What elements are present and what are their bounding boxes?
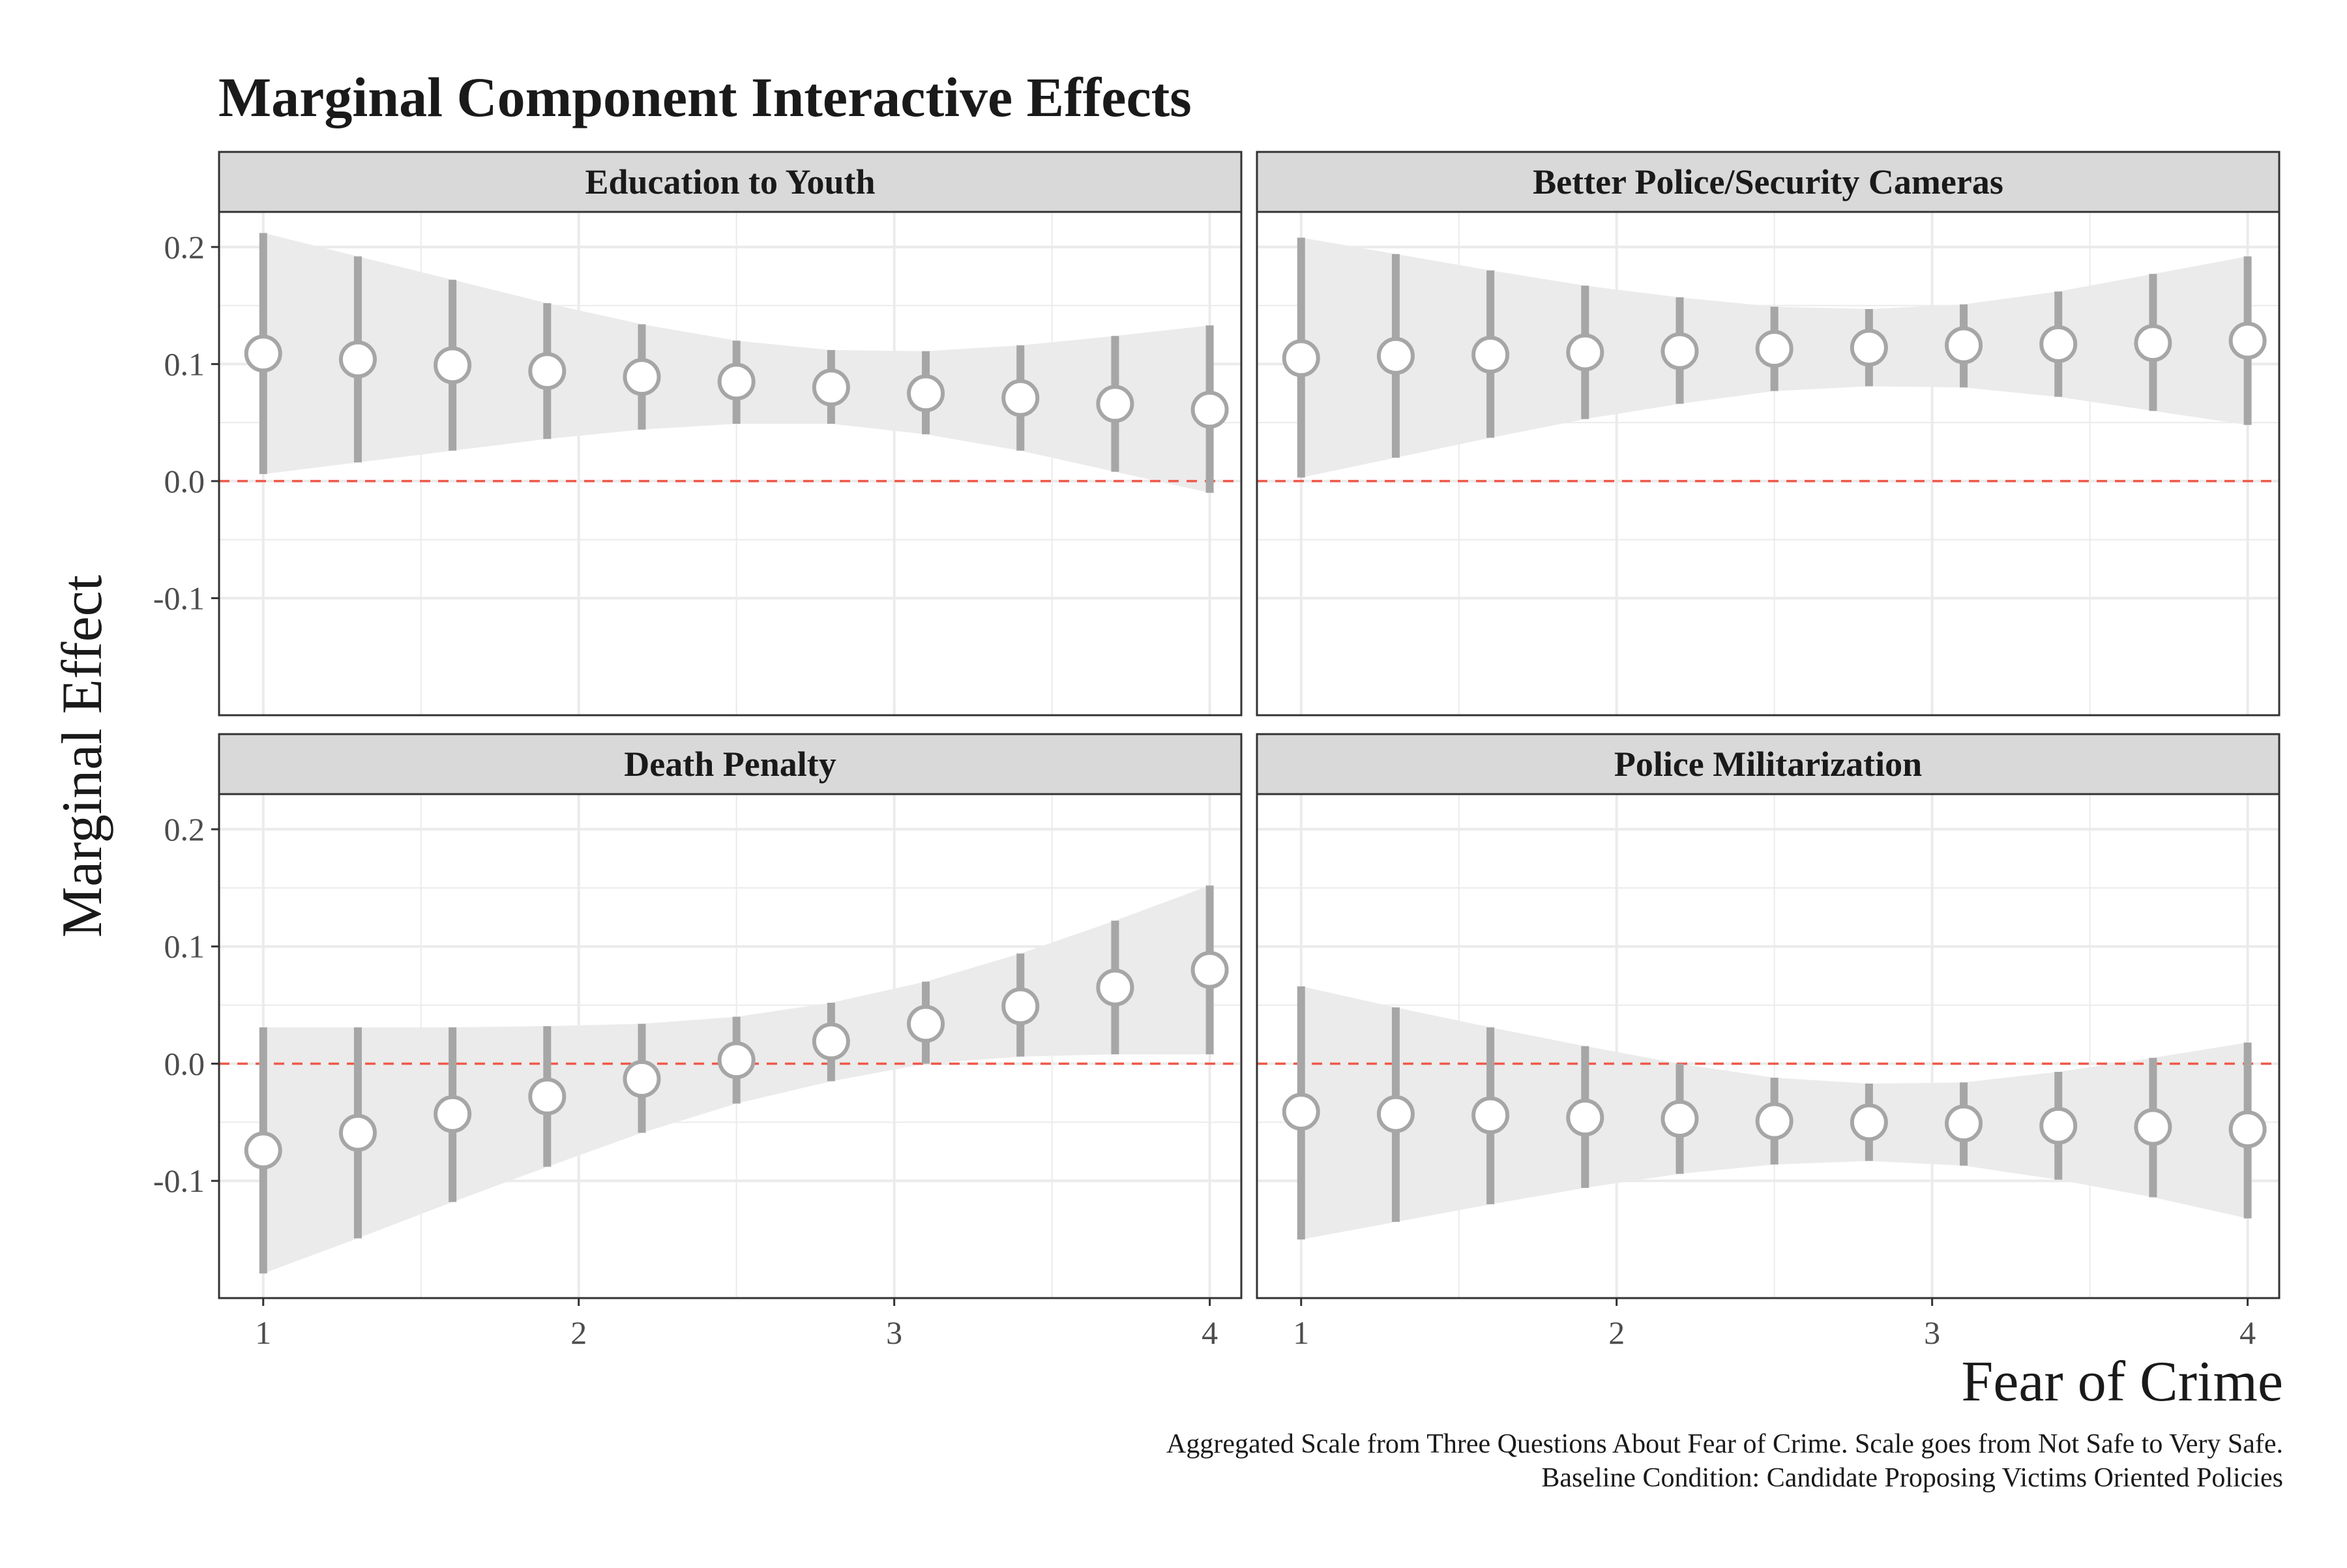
estimate-point [244,334,282,373]
estimate-point [1661,1099,1699,1138]
facet-panel: Death Penalty -0.1 0.0 0.1 0.2 1 2 3 4 [153,733,1243,1351]
panel-border [1256,793,2281,1299]
y-tick-label: 0.2 [164,229,205,265]
estimate-point [1850,1103,1888,1142]
estimate-point [907,374,945,413]
strip-label: Education to Youth [585,162,875,201]
caption-line-1: Aggregated Scale from Three Questions Ab… [1166,1429,2283,1459]
estimate-point [244,1131,282,1170]
estimate-point [1282,1093,1320,1131]
estimate-point [623,1059,661,1098]
estimate-point [1096,968,1134,1007]
facet-panels: Education to Youth -0.1 0.0 0.1 0.2 Better Po… [153,151,2281,1351]
estimate-point [1566,333,1604,372]
x-tick-label: 4 [1202,1314,1218,1351]
estimate-point [1001,379,1040,417]
estimate-point [717,1041,756,1080]
estimate-point [1471,336,1510,374]
strip-label: Better Police/Security Cameras [1533,162,2003,201]
estimate-point [623,358,661,396]
estimate-point [1755,330,1793,368]
strip-label: Police Militarization [1614,745,1922,784]
facet-panel: Education to Youth -0.1 0.0 0.1 0.2 [153,151,1243,717]
estimate-point [1096,385,1134,423]
estimate-point [1190,391,1229,429]
x-tick-label: 1 [255,1314,271,1351]
estimate-point [812,368,850,407]
estimate-point [907,1005,945,1043]
estimate-point [2039,1106,2078,1145]
estimate-point [1850,329,1888,367]
x-tick-label: 4 [2239,1314,2256,1351]
estimate-point [812,1022,850,1061]
y-tick-label: 0.2 [164,811,205,848]
strip-background [218,151,1243,213]
facet-panel: Better Police/Security Cameras [1256,151,2281,717]
facet-panel: Police Militarization 1 2 3 4 [1256,733,2281,1351]
estimate-point [1376,1095,1415,1133]
y-tick-label: 0.0 [164,463,205,499]
x-tick-label: 1 [1293,1314,1309,1351]
estimate-point [2228,321,2267,360]
estimate-point [1001,987,1040,1026]
estimate-point [1376,336,1415,375]
x-axis-label: Fear of Crime [1961,1350,2283,1413]
y-tick-label: -0.1 [153,580,205,616]
panel-border [218,793,1243,1299]
estimate-point [528,352,567,391]
estimate-point [2134,324,2172,362]
panel-border [218,211,1243,717]
y-tick-label: 0.0 [164,1045,205,1082]
y-tick-label: 0.1 [164,346,205,382]
estimate-point [1471,1096,1510,1134]
estimate-point [2228,1110,2267,1149]
x-tick-label: 2 [570,1314,587,1351]
estimate-point [1945,1104,1983,1143]
estimate-point [1661,332,1699,370]
y-tick-label: 0.1 [164,928,205,965]
estimate-point [717,362,756,401]
estimate-point [1190,951,1229,989]
estimate-point [434,346,472,385]
x-tick-label: 3 [886,1314,902,1351]
panel-border [1256,211,2281,717]
estimate-point [434,1095,472,1133]
x-tick-label: 2 [1608,1314,1625,1351]
estimate-point [1945,326,1983,364]
y-tick-label: -0.1 [153,1162,205,1199]
estimate-point [528,1077,567,1116]
chart-title: Marginal Component Interactive Effects [218,66,1192,128]
caption-line-2: Baseline Condition: Candidate Proposing … [1541,1463,2283,1493]
estimate-point [338,1114,377,1152]
strip-background [1256,151,2281,213]
estimate-point [1566,1099,1604,1137]
estimate-point [2039,325,2078,363]
strip-label: Death Penalty [624,745,836,784]
estimate-point [1282,339,1320,377]
y-axis-label: Marginal Effect [51,575,114,938]
strip-background [218,733,1243,795]
estimate-point [2134,1108,2172,1146]
x-tick-label: 3 [1924,1314,1940,1351]
estimate-point [338,340,377,379]
estimate-point [1755,1102,1793,1140]
